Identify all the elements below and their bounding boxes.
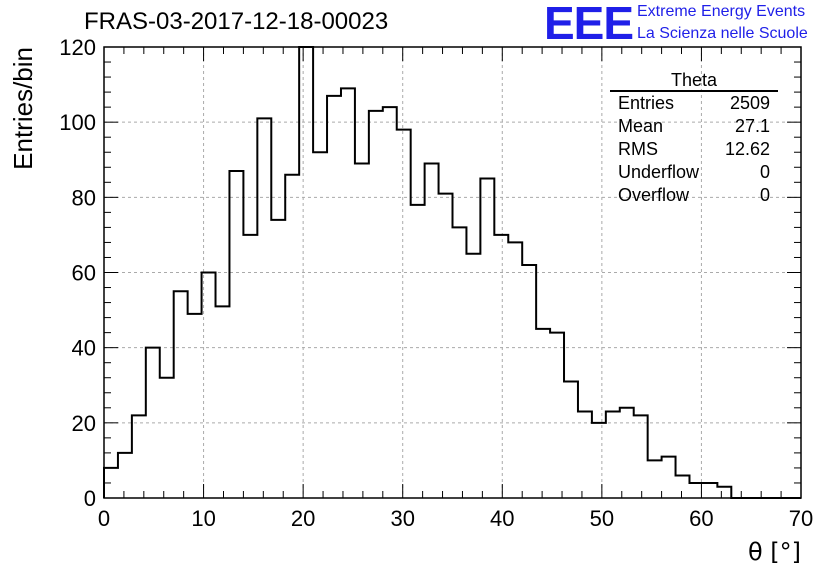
stats-title: Theta <box>610 70 778 92</box>
stats-label: Mean <box>618 116 664 136</box>
x-tick-label: 60 <box>689 506 713 531</box>
histogram-bar <box>550 333 564 498</box>
histogram-outline <box>103 46 801 499</box>
y-tick-label: 120 <box>59 35 96 60</box>
chart-title: FRAS-03-2017-12-18-00023 <box>84 8 389 35</box>
stats-label: RMS <box>618 139 658 159</box>
histogram-bar <box>578 412 592 498</box>
y-axis-label: Entries/bin <box>8 47 38 170</box>
histogram-bar <box>522 265 536 498</box>
stats-row-rms: RMS 12.62 <box>610 138 778 161</box>
histogram-bar <box>480 179 494 498</box>
x-tick-label: 20 <box>291 506 315 531</box>
stats-row-mean: Mean 27.1 <box>610 115 778 138</box>
stats-value: 27.1 <box>734 116 770 136</box>
histogram-bar <box>494 235 508 498</box>
histogram-bar <box>717 487 731 498</box>
y-tick-label: 0 <box>84 486 96 511</box>
stats-value: 2509 <box>729 93 770 113</box>
x-tick-label: 40 <box>490 506 514 531</box>
histogram-bar <box>285 175 299 498</box>
stats-row-entries: Entries 2509 <box>610 92 778 115</box>
histogram-bar <box>216 306 230 498</box>
logo-line-1: Extreme Energy Events <box>637 3 806 20</box>
x-tick-label: 0 <box>98 506 110 531</box>
stats-label: Entries <box>618 93 675 113</box>
histogram-bar <box>411 205 425 498</box>
stats-label: Overflow <box>618 185 690 205</box>
histogram-bar <box>313 152 327 498</box>
stats-box: Theta Entries 2509 Mean 27.1 RMS 12.62 U… <box>610 70 778 207</box>
x-tick-label: 50 <box>590 506 614 531</box>
histogram-bar <box>634 415 648 498</box>
histogram-bar <box>662 457 676 498</box>
histogram-bar <box>188 314 202 498</box>
histogram-bar <box>508 242 522 498</box>
histogram-bar <box>327 96 341 498</box>
stats-label: Underflow <box>618 162 700 182</box>
histogram-bar <box>132 415 146 498</box>
histogram-bar <box>425 164 439 498</box>
histogram-bar <box>271 220 285 498</box>
histogram-bar <box>299 47 313 498</box>
histogram-bar <box>439 194 453 498</box>
stats-row-underflow: Underflow 0 <box>610 161 778 184</box>
x-axis-label: θ [°] <box>748 538 801 566</box>
histogram-bar <box>536 329 550 498</box>
stats-row-overflow: Overflow 0 <box>610 184 778 207</box>
histogram-bar <box>383 107 397 498</box>
histogram-bar <box>564 381 578 498</box>
y-tick-label: 40 <box>72 336 96 361</box>
histogram-bar <box>397 130 411 498</box>
histogram-bar <box>466 254 480 498</box>
histogram-bar <box>355 164 369 498</box>
histogram-bar <box>648 460 662 498</box>
histogram-bar <box>118 453 132 498</box>
stats-value: 0 <box>759 162 770 182</box>
histogram-bar <box>453 227 467 498</box>
stats-value: 12.62 <box>724 139 770 159</box>
y-tick-label: 20 <box>72 411 96 436</box>
histogram-bar <box>703 483 717 498</box>
histogram-bar <box>160 378 174 498</box>
x-tick-label: 10 <box>191 506 215 531</box>
x-tick-label: 30 <box>390 506 414 531</box>
histogram-bar <box>257 118 271 498</box>
histogram-bar <box>676 475 690 498</box>
histogram-bar <box>606 412 620 498</box>
histogram-bar <box>592 423 606 498</box>
histogram-bar <box>229 171 243 498</box>
logo-line-2: La Scienza nelle Scuole <box>637 25 808 42</box>
histogram-bar <box>369 111 383 498</box>
stats-value: 0 <box>759 185 770 205</box>
histogram-bar <box>341 88 355 498</box>
eee-logo: EEE <box>544 0 634 49</box>
y-tick-label: 100 <box>59 110 96 135</box>
y-tick-label: 80 <box>72 185 96 210</box>
histogram-bar <box>620 408 634 498</box>
histogram-bar <box>174 291 188 498</box>
y-tick-label: 60 <box>72 261 96 286</box>
x-tick-label: 70 <box>789 506 813 531</box>
histogram-bar <box>243 235 257 498</box>
